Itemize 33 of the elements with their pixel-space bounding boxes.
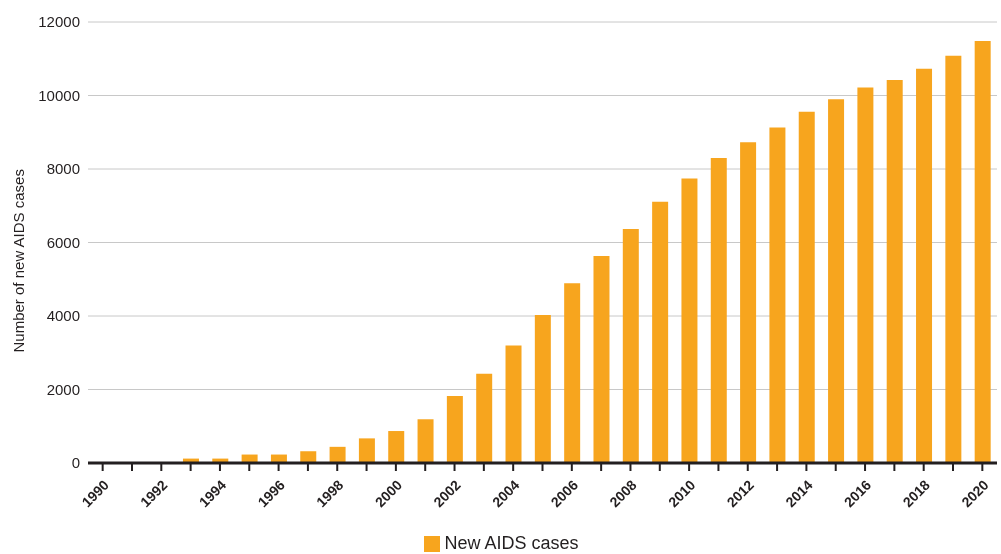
y-tick-label: 2000 xyxy=(46,380,80,398)
bar xyxy=(710,157,727,463)
y-axis-title: Number of new AIDS cases xyxy=(10,169,28,353)
y-tick-label: 4000 xyxy=(46,307,80,325)
y-tick-label: 10000 xyxy=(38,86,80,104)
y-tick-label: 8000 xyxy=(46,160,80,178)
bar xyxy=(300,451,317,463)
bar xyxy=(622,228,639,463)
bar xyxy=(388,431,405,463)
y-tick-label: 12000 xyxy=(38,13,80,31)
bar xyxy=(329,446,346,463)
bar xyxy=(798,111,815,463)
bar xyxy=(916,68,933,463)
y-tick-label: 0 xyxy=(71,454,80,472)
bar xyxy=(593,256,610,463)
bar xyxy=(534,314,551,463)
bar xyxy=(740,142,757,463)
bar xyxy=(652,201,669,463)
bar xyxy=(505,345,522,463)
bar xyxy=(476,373,493,463)
bar xyxy=(358,438,375,463)
y-tick-label: 6000 xyxy=(46,233,80,251)
bar xyxy=(564,283,581,463)
bar xyxy=(974,41,991,463)
legend-label: New AIDS cases xyxy=(444,533,579,553)
bar xyxy=(886,80,903,463)
bar xyxy=(945,55,962,463)
bar xyxy=(446,396,463,463)
bar xyxy=(769,127,786,463)
bar xyxy=(681,178,698,463)
bar xyxy=(417,419,434,463)
bar xyxy=(857,87,874,463)
bar xyxy=(828,99,845,463)
